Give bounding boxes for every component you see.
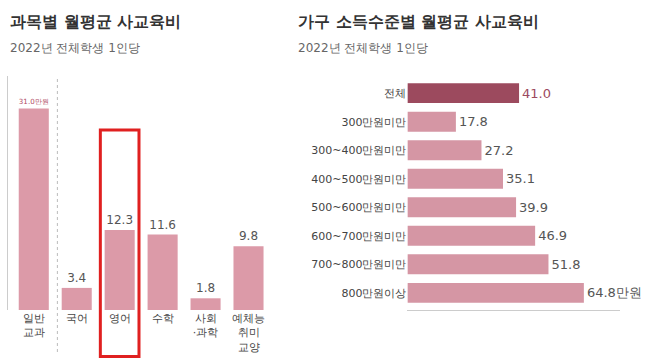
svg-text:1.8: 1.8 xyxy=(196,281,215,295)
svg-text:전체: 전체 xyxy=(384,87,406,100)
svg-text:700~800만원미만: 700~800만원미만 xyxy=(311,258,406,271)
svg-text:400~500만원미만: 400~500만원미만 xyxy=(311,173,406,186)
svg-text:41.0: 41.0 xyxy=(522,86,551,101)
svg-text:27.2: 27.2 xyxy=(484,143,513,158)
svg-text:9.8: 9.8 xyxy=(239,229,258,243)
svg-text:12.3: 12.3 xyxy=(106,213,133,227)
svg-text:300만원미만: 300만원미만 xyxy=(341,116,406,129)
svg-text:2022년 전체학생 1인당: 2022년 전체학생 1인당 xyxy=(298,41,428,55)
svg-text:800만원이상: 800만원이상 xyxy=(341,287,406,300)
svg-text:사회·과학: 사회·과학 xyxy=(193,312,219,339)
svg-text:46.9: 46.9 xyxy=(538,228,567,243)
svg-text:11.6: 11.6 xyxy=(149,218,176,232)
svg-text:64.8만원: 64.8만원 xyxy=(587,285,642,300)
svg-text:31.0만원: 31.0만원 xyxy=(19,97,49,106)
svg-text:수학: 수학 xyxy=(152,312,174,325)
svg-text:과목별 월평균 사교육비: 과목별 월평균 사교육비 xyxy=(10,12,181,31)
svg-text:35.1: 35.1 xyxy=(506,171,535,186)
svg-text:300~400만원미만: 300~400만원미만 xyxy=(311,144,406,157)
svg-text:2022년 전체학생 1인당: 2022년 전체학생 1인당 xyxy=(10,41,140,55)
svg-text:3.4: 3.4 xyxy=(67,271,86,285)
svg-text:600~700만원미만: 600~700만원미만 xyxy=(311,230,406,243)
svg-text:예체능취미교양: 예체능취미교양 xyxy=(232,312,265,354)
svg-text:일반교과: 일반교과 xyxy=(23,312,45,339)
svg-text:가구 소득수준별 월평균 사교육비: 가구 소득수준별 월평균 사교육비 xyxy=(298,12,539,31)
svg-text:39.9: 39.9 xyxy=(519,200,548,215)
svg-text:영어: 영어 xyxy=(109,312,131,325)
svg-text:17.8: 17.8 xyxy=(459,114,488,129)
svg-text:51.8: 51.8 xyxy=(551,257,580,272)
svg-text:국어: 국어 xyxy=(66,312,88,325)
svg-text:500~600만원미만: 500~600만원미만 xyxy=(311,201,406,214)
